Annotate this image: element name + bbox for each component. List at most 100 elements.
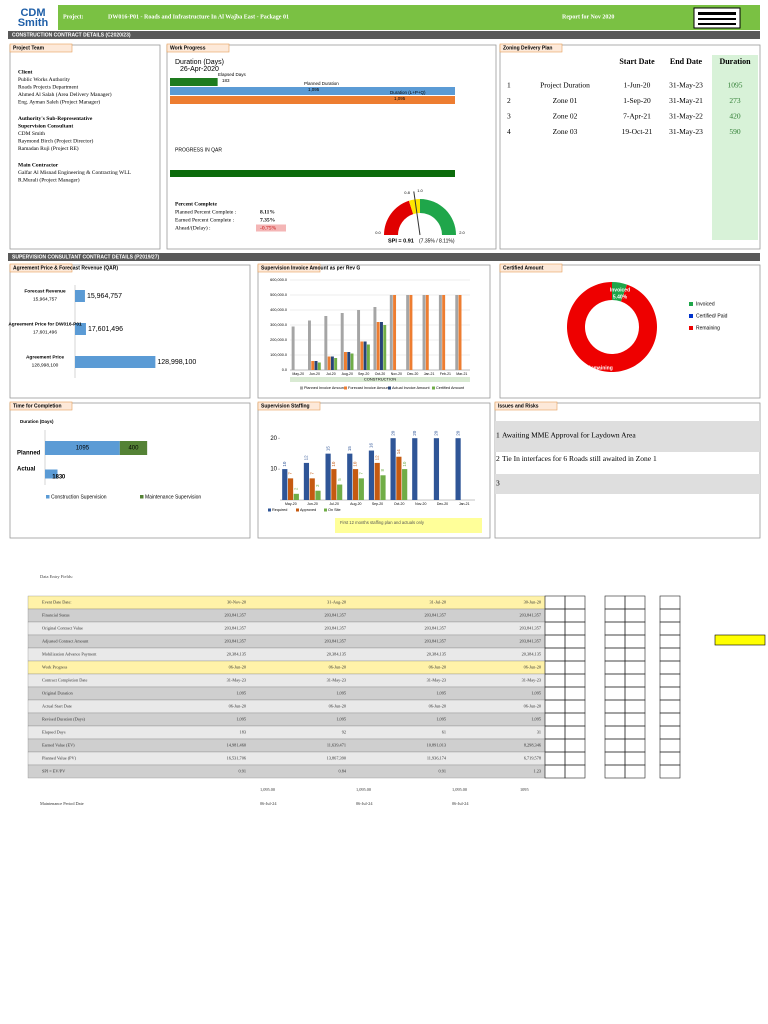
bar xyxy=(409,295,413,370)
value-label: 10 xyxy=(353,461,358,467)
blank-cell xyxy=(604,660,626,675)
panel-title: Issues and Risks xyxy=(498,403,539,409)
spi-note: (7.35% / 8.11%) xyxy=(419,238,455,244)
gauge-band xyxy=(384,200,414,235)
bar xyxy=(425,295,429,370)
bar xyxy=(352,469,359,500)
category-label: Agreement Price xyxy=(26,354,64,360)
gauge-needle xyxy=(413,191,421,236)
panel-title-tab xyxy=(499,43,563,53)
blank-cell xyxy=(659,764,681,779)
blank-cell xyxy=(544,634,566,649)
issue-row-bg xyxy=(495,421,760,452)
table-cell: Financial Status xyxy=(42,612,70,617)
table-row xyxy=(27,764,546,779)
table-cell: 1,095 xyxy=(436,690,446,696)
bar xyxy=(389,295,393,370)
table-cell: 06-Jun-20 xyxy=(229,664,246,669)
blank-cell xyxy=(659,634,681,649)
zoning-header: Start Date xyxy=(619,57,655,66)
blank-cell xyxy=(564,699,586,714)
y-tick-label: 400,000.0 xyxy=(270,308,287,312)
section-title: CONSTRUCTION CONTRACT DETAILS (C2020/23) xyxy=(12,32,131,38)
value-label: 10 xyxy=(331,461,336,467)
team-line: Supervision Consultant xyxy=(18,123,73,129)
percent-label: Earned Percent Complete : xyxy=(175,217,235,223)
report-date: Report for Nov 2020 xyxy=(562,14,614,20)
value-label: 16 xyxy=(369,443,374,449)
slice-value: 94.60% xyxy=(592,379,610,385)
panel-title: Time for Completion xyxy=(13,403,62,409)
category-label: Planned xyxy=(17,451,41,457)
legend-label: Approved xyxy=(300,508,316,512)
blank-cell xyxy=(564,647,586,662)
blank-cell xyxy=(624,595,646,610)
blank-cell xyxy=(659,751,681,766)
value-label: 7 xyxy=(309,472,314,475)
issue-text: Awaiting MME Approval for Laydown Area xyxy=(502,431,636,440)
zone-no: 4 xyxy=(507,127,511,136)
bar xyxy=(291,326,295,370)
logo: CDM xyxy=(20,7,45,19)
table-cell: 203,841,357 xyxy=(425,612,447,618)
bar xyxy=(311,361,315,370)
legend-label: Construction Supervision xyxy=(51,494,107,500)
table-cell: Original Contract Value xyxy=(42,625,83,630)
footer-cell: 06-Jul-24 xyxy=(260,801,277,806)
zone-no: 2 xyxy=(507,96,511,105)
table-cell: 31-Jul-20 xyxy=(430,599,446,604)
panel-title-tab xyxy=(257,263,321,273)
blank-cell xyxy=(564,660,586,675)
bar xyxy=(422,295,426,370)
value-label: 2 xyxy=(294,487,299,490)
blank-cell xyxy=(544,686,566,701)
blank-cell xyxy=(604,673,626,688)
section-bar xyxy=(8,31,760,39)
table-cell: 11,639,471 xyxy=(327,742,346,748)
bar xyxy=(383,325,387,370)
blank-cell xyxy=(659,647,681,662)
category-sub: 15,964,757 xyxy=(33,296,57,302)
bar xyxy=(363,341,367,370)
blank-cell xyxy=(624,647,646,662)
blank-cell xyxy=(604,751,626,766)
footer-cell: Maintenance Period Date xyxy=(40,801,84,806)
value-label: 15 xyxy=(325,446,330,452)
blank-cell xyxy=(659,738,681,753)
bar xyxy=(170,87,455,95)
percent-value: -0.75% xyxy=(260,225,276,231)
value-label: 5 xyxy=(337,478,342,481)
blank-cell xyxy=(544,712,566,727)
zone-name: Project Duration xyxy=(540,81,590,90)
bar xyxy=(380,322,383,370)
table-cell: 06-Jun-20 xyxy=(329,703,346,708)
x-tick-label: Nov-20 xyxy=(391,372,402,376)
bar xyxy=(374,462,380,500)
bar xyxy=(366,344,370,370)
table-cell: 31-May-23 xyxy=(427,677,446,682)
legend-swatch xyxy=(296,508,299,512)
table-cell: 06-Jun-20 xyxy=(429,664,446,669)
team-line: Galfar Al Misnad Engineering & Contracti… xyxy=(18,169,132,176)
bar xyxy=(170,96,455,104)
blank-cell xyxy=(604,764,626,779)
blank-cell xyxy=(659,712,681,727)
category-sub: 17,601,496 xyxy=(33,329,57,335)
bar xyxy=(327,356,331,370)
bar xyxy=(293,493,299,500)
bar xyxy=(433,438,440,500)
table-cell: 20,384,135 xyxy=(522,651,541,657)
table-cell: 183 xyxy=(240,729,246,734)
y-tick-label: 0.0 xyxy=(282,368,287,372)
bar xyxy=(393,295,397,370)
y-tick-label: 500,000.0 xyxy=(270,293,287,297)
bar xyxy=(303,462,310,500)
team-line: Roads Projects Department xyxy=(18,84,79,90)
bar xyxy=(344,352,347,370)
donut-slice xyxy=(567,282,658,372)
panel-title-tab xyxy=(9,263,73,273)
x-tick-label: Jul-20 xyxy=(326,372,336,376)
spi-label: SPI = 0.91 xyxy=(388,238,414,244)
category-label: Forecast Revenue xyxy=(24,288,66,294)
